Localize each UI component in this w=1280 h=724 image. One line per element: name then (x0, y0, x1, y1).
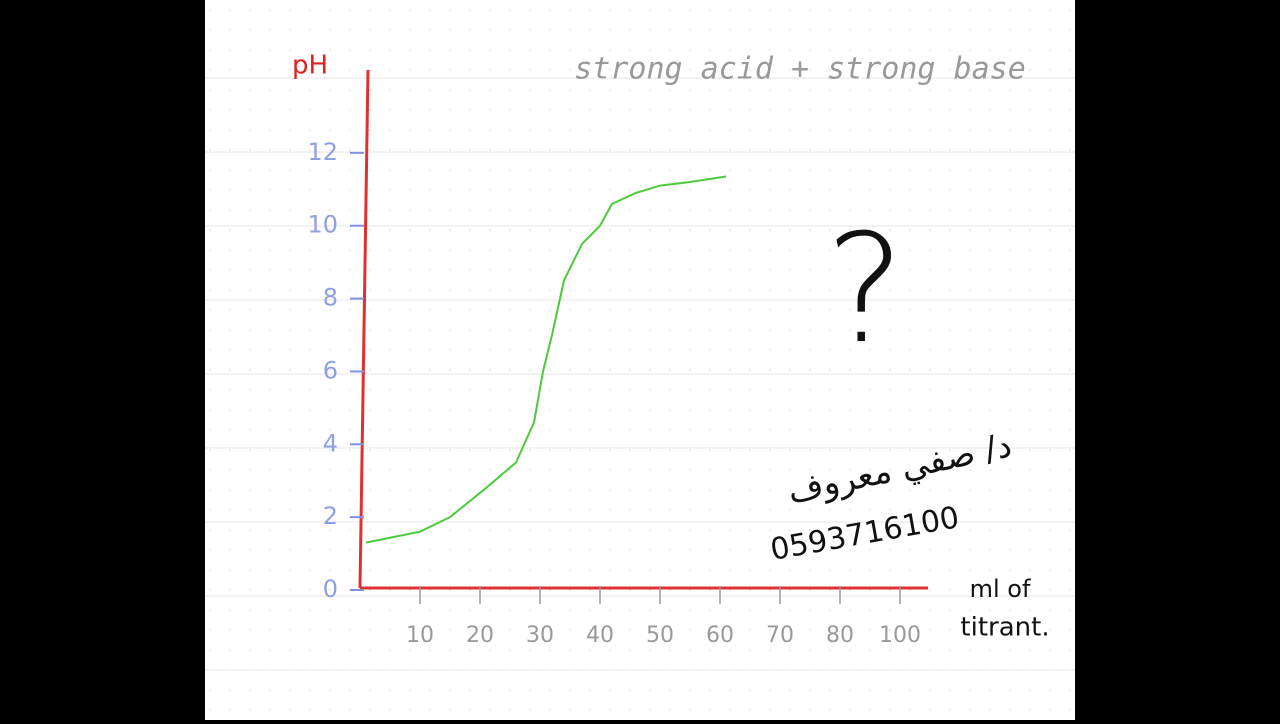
x-tick-label: 50 (646, 623, 674, 648)
question-mark: ? (825, 203, 905, 377)
x-tick-label: 100 (879, 623, 921, 648)
x-tick-label: 30 (526, 623, 554, 648)
x-tick-label: 60 (706, 623, 734, 648)
titration-curve (365, 175, 727, 544)
x-axis-label: titrant. (960, 613, 1049, 643)
x-tick-label: 80 (826, 623, 854, 648)
x-axis-label: ml of (970, 575, 1031, 603)
y-axis-label: pH (292, 51, 328, 81)
x-tick-label: 40 (586, 623, 614, 648)
chart-title: strong acid + strong base (574, 52, 1026, 87)
x-tick-label: 20 (466, 623, 494, 648)
y-tick-label: 2 (323, 502, 338, 530)
y-axis (358, 69, 370, 589)
x-tick-label: 70 (766, 623, 794, 648)
y-tick-label: 0 (323, 575, 338, 603)
y-tick-label: 4 (323, 429, 338, 457)
y-tick-label: 10 (307, 211, 338, 239)
dot-grid (205, 0, 1075, 720)
y-tick-label: 6 (323, 356, 338, 384)
y-tick-label: 12 (307, 138, 338, 166)
y-tick-label: 8 (323, 284, 338, 312)
ruled-lines (205, 77, 1075, 671)
x-tick-label: 10 (406, 623, 434, 648)
